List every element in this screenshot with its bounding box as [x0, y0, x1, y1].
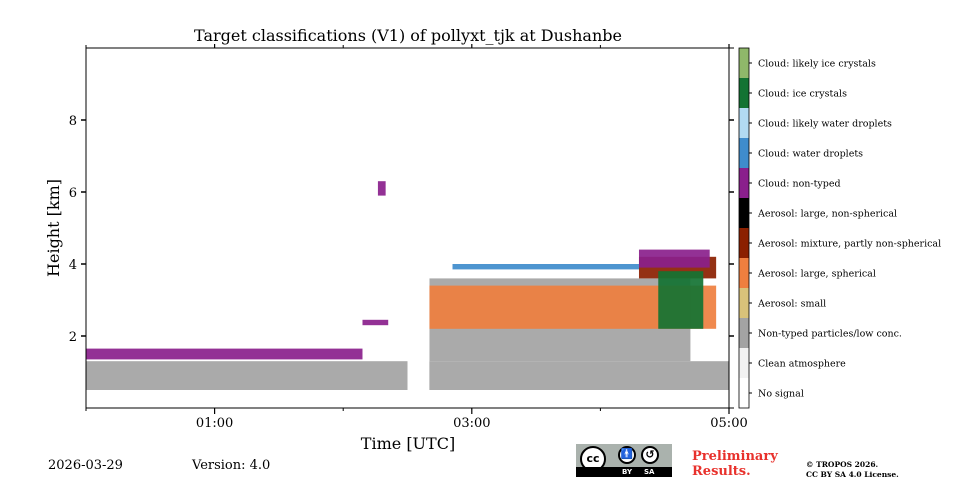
colorbar-label-5: Aerosol: mixture, partly non-spherical — [757, 239, 941, 250]
colorbar-swatch-11 — [739, 48, 749, 78]
x-tick-label-0: 01:00 — [196, 416, 233, 431]
date-label: 2026-03-29 — [48, 458, 123, 473]
data-gap-0 — [407, 48, 430, 408]
y-tick-label-1: 4 — [69, 258, 77, 273]
x-tick-label-2: 05:00 — [710, 416, 747, 431]
colorbar-label-4: Aerosol: large, spherical — [757, 269, 876, 280]
colorbar-label-3: Aerosol: small — [757, 299, 826, 310]
colorbar-label-2: Non-typed particles/low conc. — [758, 329, 902, 340]
feature-5 — [452, 264, 639, 270]
colorbar-swatch-9 — [739, 108, 749, 138]
copyright-notice: © TROPOS 2026. CC BY SA 4.0 License. — [806, 460, 899, 480]
colorbar-label-7: Cloud: non-typed — [758, 179, 841, 190]
cc-text: cc — [586, 452, 600, 465]
colorbar-swatch-5 — [739, 228, 749, 258]
preliminary-notice: Preliminary Results. — [692, 449, 778, 479]
classification-features — [86, 48, 729, 408]
copyright-line-2: CC BY SA 4.0 License. — [806, 470, 899, 479]
x-tick-label-1: 03:00 — [453, 416, 490, 431]
sa-label: SA — [644, 468, 655, 476]
y-axis-label: Height [km] — [44, 179, 63, 277]
colorbar-swatch-0 — [739, 378, 749, 408]
colorbar-label-0: No signal — [758, 389, 804, 400]
copyright-line-1: © TROPOS 2026. — [806, 460, 879, 469]
version-label: Version: 4.0 — [192, 458, 271, 473]
plot-frame — [85, 47, 730, 409]
preliminary-line-2: Results. — [692, 464, 751, 479]
feature-8 — [638, 249, 710, 268]
feature-2 — [86, 348, 363, 360]
by-label: BY — [622, 468, 633, 476]
colorbar-swatch-10 — [739, 78, 749, 108]
colorbar-swatch-6 — [739, 198, 749, 228]
y-tick-label-2: 6 — [69, 186, 77, 201]
colorbar-frame — [738, 47, 750, 409]
feature-3 — [362, 319, 389, 326]
by-attribution-icon: 🚹 — [618, 446, 636, 464]
colorbar-label-6: Aerosol: large, non-spherical — [757, 209, 897, 220]
x-axis-label: Time [UTC] — [361, 434, 455, 453]
share-alike-icon: ↺ — [641, 446, 659, 464]
y-tick-label-0: 2 — [69, 330, 77, 345]
class-colorbar: No signal Clean atmosphere Non-typed parti… — [738, 47, 941, 409]
chart-title: Target classifications (V1) of pollyxt_t… — [194, 26, 622, 45]
colorbar-swatch-3 — [739, 288, 749, 318]
colorbar-label-11: Cloud: likely ice crystals — [758, 59, 876, 70]
colorbar-label-9: Cloud: likely water droplets — [758, 119, 892, 130]
colorbar-swatch-7 — [739, 168, 749, 198]
colorbar-swatch-4 — [739, 258, 749, 288]
cc-license-badge: cc 🚹 ↺ BY SA — [576, 444, 672, 477]
colorbar-swatch-8 — [739, 138, 749, 168]
preliminary-line-1: Preliminary — [692, 449, 778, 464]
colorbar-label-8: Cloud: water droplets — [758, 149, 863, 160]
license-strip — [576, 467, 672, 477]
feature-9 — [658, 271, 704, 329]
colorbar-label-10: Cloud: ice crystals — [758, 89, 847, 100]
y-tick-label-3: 8 — [69, 114, 77, 129]
feature-4 — [377, 181, 386, 196]
axes: 2 4 6 8 01:00 03:00 05:00 — [69, 44, 748, 431]
colorbar-label-1: Clean atmosphere — [758, 359, 846, 370]
colorbar-swatch-1 — [739, 348, 749, 378]
colorbar-swatch-2 — [739, 318, 749, 348]
